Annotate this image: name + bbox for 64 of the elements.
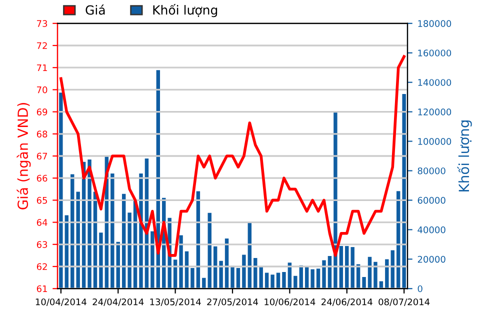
bar (128, 212, 132, 289)
y-tick-label: 64 (36, 219, 48, 226)
y2-tick-label: 40000 (418, 226, 446, 234)
legend-label: Khối lượng (153, 4, 218, 18)
bar (219, 260, 223, 289)
x-tick-label: 13/05/2014 (150, 298, 201, 306)
bar (242, 254, 246, 289)
y2-tick-label: 60000 (418, 196, 446, 204)
bar (259, 266, 263, 289)
bar (276, 272, 280, 289)
bar (282, 272, 286, 289)
y-tick-label: 63 (36, 241, 48, 248)
y-tick-label: 69 (36, 108, 48, 116)
bar (322, 260, 326, 289)
bar (230, 266, 234, 289)
x-tick-label: 24/04/2014 (92, 298, 144, 306)
y-tick-label: 72 (37, 42, 47, 49)
y-tick-label: 68 (36, 130, 48, 138)
bar (264, 272, 269, 289)
y2-axis-title: Khối lượng (457, 120, 472, 192)
y-tick-label: 70 (37, 86, 48, 94)
bar (88, 160, 92, 289)
bar (139, 174, 143, 289)
bar (236, 268, 240, 289)
y2-tick-label: 120000 (418, 108, 452, 116)
bar (362, 276, 366, 289)
bar (374, 262, 378, 289)
x-tick-label: 10/04/2014 (36, 298, 86, 306)
bar (150, 231, 154, 289)
bar (76, 192, 80, 289)
y-tick-label: 61 (36, 285, 47, 292)
y2-tick-label: 140000 (418, 79, 452, 86)
y-tick-label: 65 (36, 196, 47, 204)
x-tick-label: 08/07/2014 (378, 298, 430, 306)
bar (202, 278, 206, 289)
bar (402, 94, 406, 289)
bar (59, 92, 63, 289)
y2-tick-label: 180000 (418, 20, 452, 27)
x-tick-label: 24/06/2014 (322, 298, 372, 306)
bar (294, 276, 298, 289)
bar (350, 247, 354, 289)
y2-tick-label: 160000 (418, 50, 452, 56)
y-tick-label: 67 (36, 152, 48, 160)
bar (99, 232, 103, 289)
y-tick-label: 71 (37, 64, 47, 72)
bar (334, 111, 338, 289)
y-axis-title: Giá (ngàn VND) (16, 103, 31, 210)
bar (179, 235, 183, 289)
legend-label: Giá (86, 4, 105, 15)
bar (270, 274, 274, 289)
y-tick-label: 66 (36, 174, 48, 182)
x-tick-label: 27/05/2014 (207, 298, 258, 306)
y2-tick-label: 100000 (418, 138, 452, 145)
y2-tick-label: 20000 (418, 256, 446, 263)
bar (316, 268, 320, 289)
bar (190, 268, 194, 289)
x-tick-label: 10/06/2014 (264, 298, 316, 306)
y-tick-label: 62 (36, 263, 47, 270)
y2-tick-label: 0 (418, 285, 422, 292)
y2-tick-label: 80000 (418, 167, 446, 174)
y-tick-label: 73 (37, 20, 48, 27)
bar (110, 174, 114, 289)
bar (310, 269, 314, 289)
bar (385, 259, 389, 289)
